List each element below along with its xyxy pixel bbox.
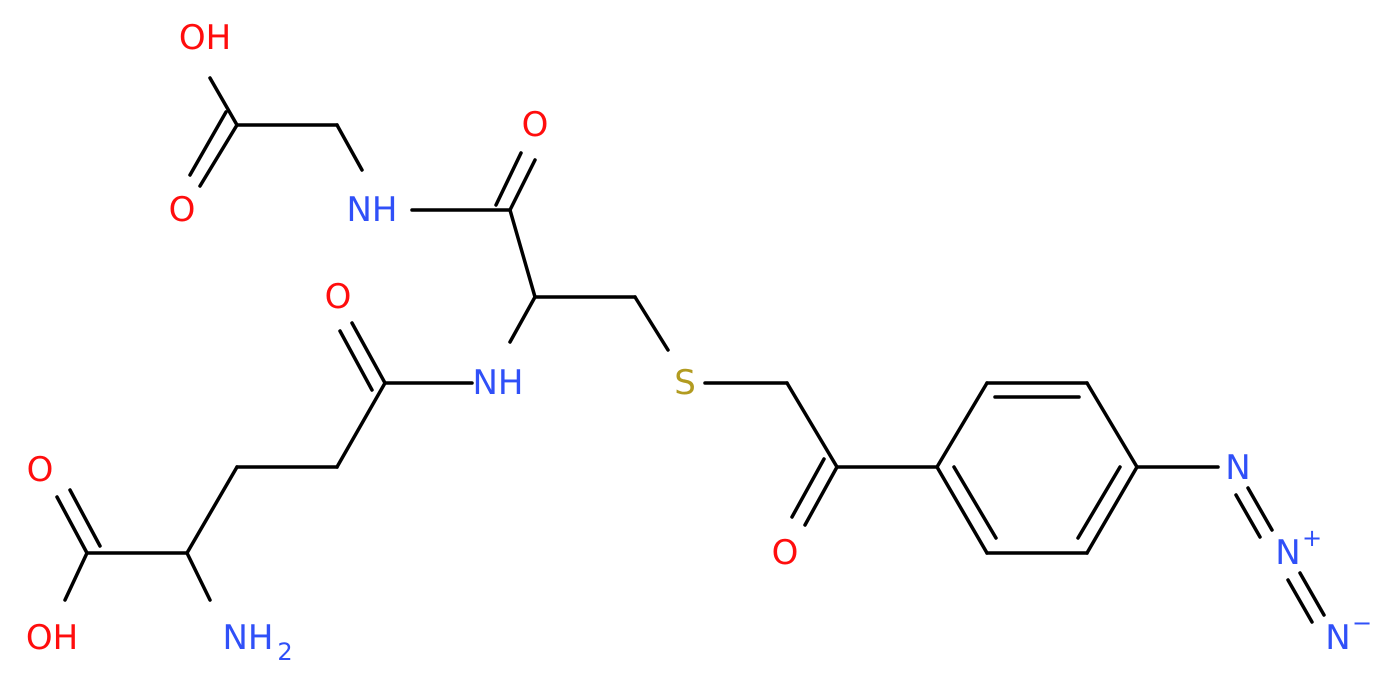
- atom: OH: [26, 618, 78, 658]
- atom: NH: [223, 618, 274, 658]
- atom: NH: [473, 363, 524, 403]
- atom: OH: [179, 18, 231, 58]
- atom: N: [1325, 618, 1350, 658]
- atom: O: [169, 190, 196, 230]
- atom: NH: [347, 190, 398, 230]
- atom-charge: +: [1302, 524, 1322, 552]
- atom: S: [674, 363, 696, 403]
- atom: O: [27, 450, 54, 490]
- bonds: [55, 76, 1326, 624]
- atom: O: [522, 105, 549, 145]
- atom-subscript: 2: [277, 638, 292, 666]
- atom: N: [1275, 533, 1300, 573]
- atom: O: [772, 533, 799, 573]
- atom: N: [1225, 448, 1250, 488]
- atom: O: [325, 277, 352, 317]
- atom-labels: OH O NH O O NH S O OH NH 2 O N N + N −: [26, 18, 1372, 666]
- atom-charge: −: [1352, 609, 1372, 637]
